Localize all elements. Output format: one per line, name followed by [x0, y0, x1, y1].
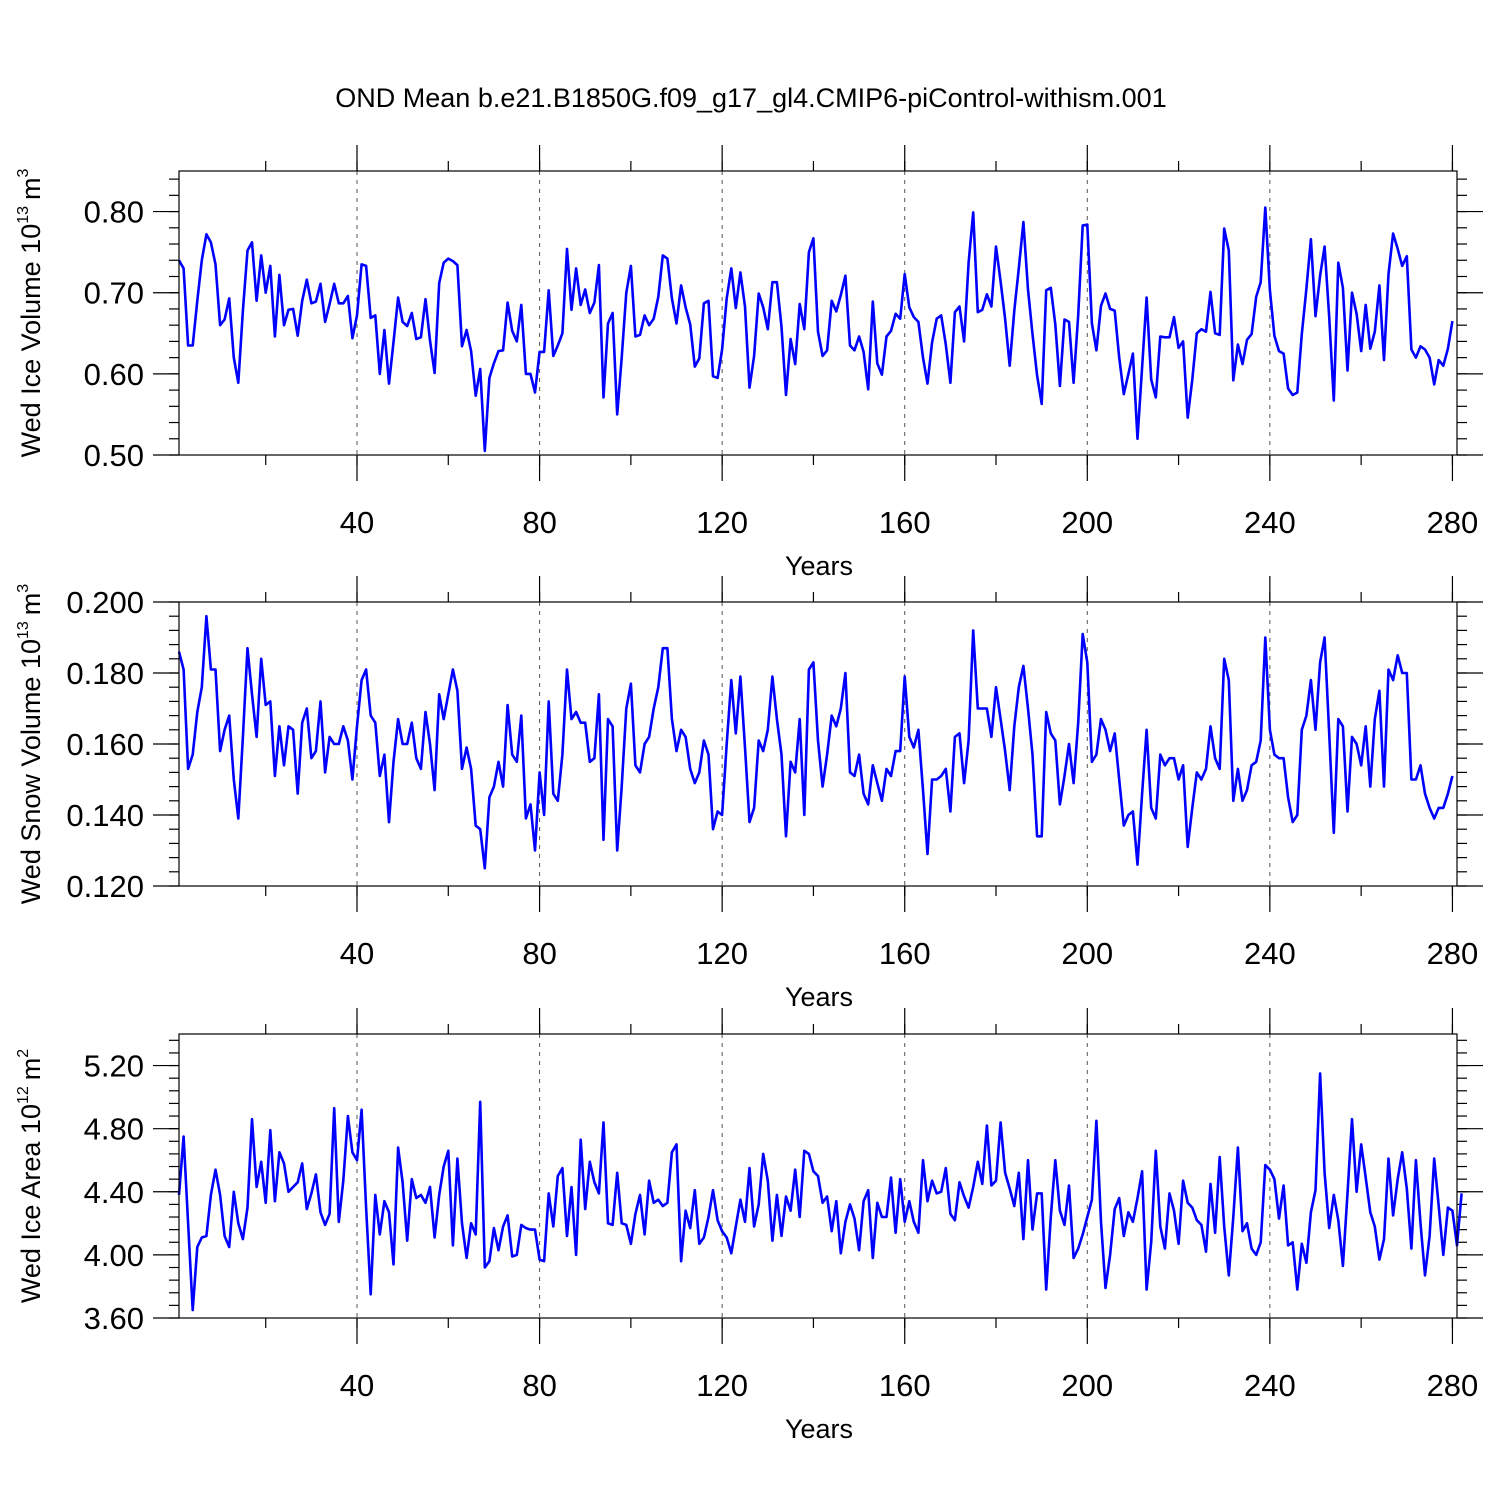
y-axis-label: Wed Ice Area 1012 m2 [15, 1049, 46, 1303]
x-tick-label: 200 [1061, 505, 1113, 540]
x-tick-label: 160 [879, 936, 931, 971]
x-axis-label: Years [785, 1414, 853, 1444]
x-tick-label: 200 [1061, 936, 1113, 971]
y-tick-label: 5.20 [84, 1049, 144, 1084]
x-tick-label: 160 [879, 505, 931, 540]
x-axis-label: Years [785, 982, 853, 1012]
y-tick-label: 0.180 [66, 656, 144, 691]
plot-frame [178, 170, 1458, 456]
y-axis-label-exponent: 13 [15, 621, 32, 639]
x-tick-label: 40 [340, 1368, 374, 1403]
y-tick-label: 3.60 [84, 1301, 144, 1336]
y-axis-label-unit-exponent: 3 [15, 168, 32, 177]
y-tick-label: 0.70 [84, 276, 144, 311]
x-axis-label: Years [785, 551, 853, 581]
y-tick-label: 0.50 [84, 438, 144, 473]
x-tick-label: 40 [340, 936, 374, 971]
y-axis-label: Wed Snow Volume 1013 m3 [15, 584, 46, 904]
y-axis-label-unit-exponent: 3 [15, 584, 32, 593]
y-tick-label: 0.120 [66, 869, 144, 904]
y-tick-label: 0.160 [66, 727, 144, 762]
y-tick-label: 4.40 [84, 1175, 144, 1210]
x-tick-label: 120 [696, 505, 748, 540]
plot-frame [178, 1033, 1458, 1319]
x-tick-label: 120 [696, 936, 748, 971]
x-tick-label: 160 [879, 1368, 931, 1403]
y-axis-label-exponent: 13 [15, 206, 32, 224]
y-tick-label: 4.00 [84, 1238, 144, 1273]
y-axis-label-exponent: 12 [15, 1086, 32, 1104]
series-line-snow-volume [177, 614, 1454, 870]
y-axis-label-unit: m [16, 593, 46, 616]
y-axis-label-unit: m [16, 177, 46, 200]
y-tick-label: 0.80 [84, 195, 144, 230]
y-tick-label: 0.60 [84, 357, 144, 392]
y-axis-label-unit: m [16, 1058, 46, 1081]
x-tick-label: 280 [1427, 1368, 1479, 1403]
x-tick-label: 240 [1244, 1368, 1296, 1403]
x-tick-label: 80 [522, 505, 556, 540]
x-tick-label: 240 [1244, 505, 1296, 540]
x-tick-label: 280 [1427, 936, 1479, 971]
x-tick-label: 120 [696, 1368, 748, 1403]
y-axis-label-text: Wed Ice Volume 10 [16, 224, 46, 458]
y-tick-label: 0.140 [66, 798, 144, 833]
x-tick-label: 240 [1244, 936, 1296, 971]
y-axis-label-text: Wed Snow Volume 10 [16, 639, 46, 904]
y-axis-label-text: Wed Ice Area 10 [16, 1104, 46, 1303]
x-tick-label: 280 [1427, 505, 1479, 540]
panel-ice-area: 3.60 4.00 4.40 4.80 5.20 40 80 120 160 200 240 280 Y… [15, 1008, 1483, 1444]
y-tick-label: 4.80 [84, 1112, 144, 1147]
x-tick-label: 40 [340, 505, 374, 540]
plot-frame [178, 601, 1458, 887]
panel-ice-volume: 0.50 0.60 0.70 0.80 40 80 120 160 200 240 280 Years… [15, 145, 1483, 581]
x-tick-label: 200 [1061, 1368, 1113, 1403]
series-line-ice-area [177, 1072, 1463, 1312]
y-axis-label-unit-exponent: 2 [15, 1049, 32, 1058]
panel-snow-volume: 0.120 0.140 0.160 0.180 0.200 40 80 120 160 200 24… [15, 576, 1483, 1012]
y-axis-label: Wed Ice Volume 1013 m3 [15, 168, 46, 457]
x-tick-label: 80 [522, 1368, 556, 1403]
series-line-ice-volume [177, 206, 1454, 453]
y-tick-label: 0.200 [66, 585, 144, 620]
x-tick-label: 80 [522, 936, 556, 971]
chart-title: OND Mean b.e21.B1850G.f09_g17_gl4.CMIP6-… [335, 83, 1166, 113]
